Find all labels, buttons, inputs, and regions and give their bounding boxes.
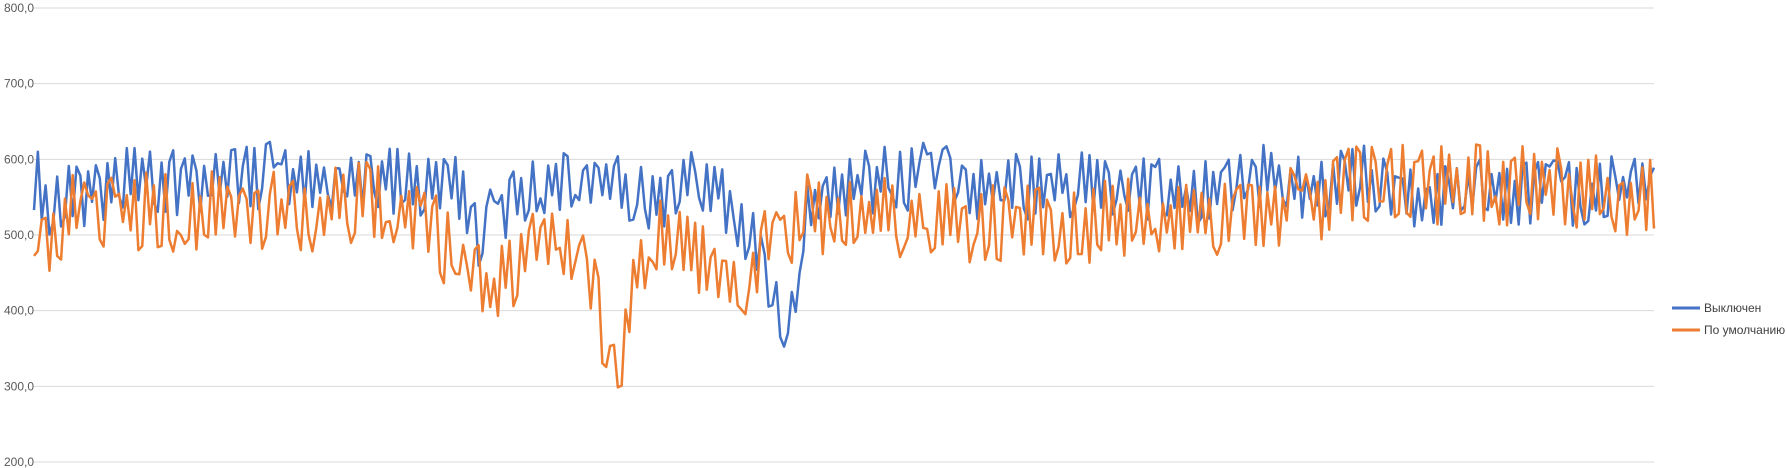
y-tick-label: 200,0 bbox=[4, 455, 34, 468]
legend-label-series-1: Выключен bbox=[1704, 301, 1761, 315]
series-line-2 bbox=[33, 143, 1656, 389]
y-tick-label: 300,0 bbox=[4, 379, 34, 393]
y-tick-label: 800,0 bbox=[4, 1, 34, 15]
series-lines bbox=[32, 140, 1656, 389]
y-tick-label: 600,0 bbox=[4, 152, 34, 166]
legend-label-series-2: По умолчанию bbox=[1704, 323, 1785, 337]
y-tick-label: 400,0 bbox=[4, 304, 34, 318]
y-axis-tick-labels: 800,0 700,0 600,0 500,0 400,0 300,0 200,0 bbox=[4, 1, 34, 468]
y-tick-label: 500,0 bbox=[4, 228, 34, 242]
y-tick-label: 700,0 bbox=[4, 77, 34, 91]
grid-lines bbox=[34, 7, 1654, 463]
legend: Выключен По умолчанию bbox=[1672, 301, 1785, 337]
